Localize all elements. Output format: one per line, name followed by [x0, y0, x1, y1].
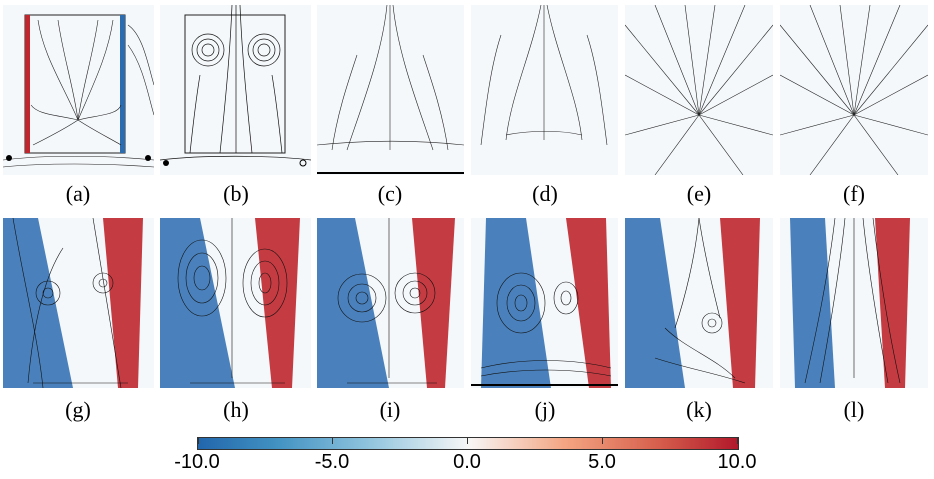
streamline-plot-l: [790, 218, 910, 388]
colorbar-tick: [737, 438, 738, 444]
caption-a: (a): [65, 181, 91, 206]
streamline-plot-i: [317, 218, 455, 388]
streamline-plot-a: [3, 14, 154, 168]
streamline-plot-j: [471, 218, 618, 388]
streamline-plot-k: [625, 218, 760, 388]
colorbar-label-zero: 0.0: [453, 451, 481, 473]
panel-l: [780, 218, 928, 388]
caption-g: (g): [65, 397, 91, 422]
colorbar-label-min: -10.0: [174, 451, 220, 473]
panel-i: [317, 218, 464, 388]
streamline-plot-g: [3, 218, 143, 388]
panel-a: [3, 5, 154, 175]
panel-d: [471, 5, 618, 175]
panel-e: [625, 5, 773, 175]
caption-j: (j): [534, 397, 556, 422]
caption-b: (b): [223, 181, 249, 206]
caption-k: (k): [686, 397, 712, 422]
panel-c: [317, 5, 464, 175]
streamline-plot-c: [317, 5, 464, 174]
colorbar-label-neg5: -5.0: [314, 451, 350, 473]
colorbar-tick: [602, 438, 603, 444]
caption-d: (d): [532, 181, 558, 206]
caption-e: (e): [686, 181, 712, 206]
caption-i: (i): [379, 397, 401, 422]
caption-c: (c): [377, 181, 403, 206]
panel-j: [471, 218, 618, 388]
caption-f: (f): [843, 181, 865, 206]
panel-f: [780, 5, 928, 175]
panel-h: [160, 218, 311, 388]
panel-b: [160, 5, 311, 175]
streamline-plot-h: [160, 218, 300, 388]
colorbar-label-pos5: 5.0: [588, 451, 616, 473]
caption-h: (h): [223, 397, 249, 422]
colorbar-tick: [467, 438, 468, 444]
colorbar-label-max: 10.0: [717, 451, 757, 473]
streamline-plot-f: [780, 5, 928, 175]
colorbar: [197, 437, 739, 450]
streamline-plot-d: [480, 5, 608, 146]
colorbar-tick: [332, 438, 333, 444]
panel-k: [625, 218, 773, 388]
streamline-plot-b: [160, 5, 311, 167]
streamline-plot-e: [625, 5, 773, 175]
colorbar-tick: [198, 438, 199, 444]
panel-g: [3, 218, 154, 388]
caption-l: (l): [843, 397, 865, 422]
